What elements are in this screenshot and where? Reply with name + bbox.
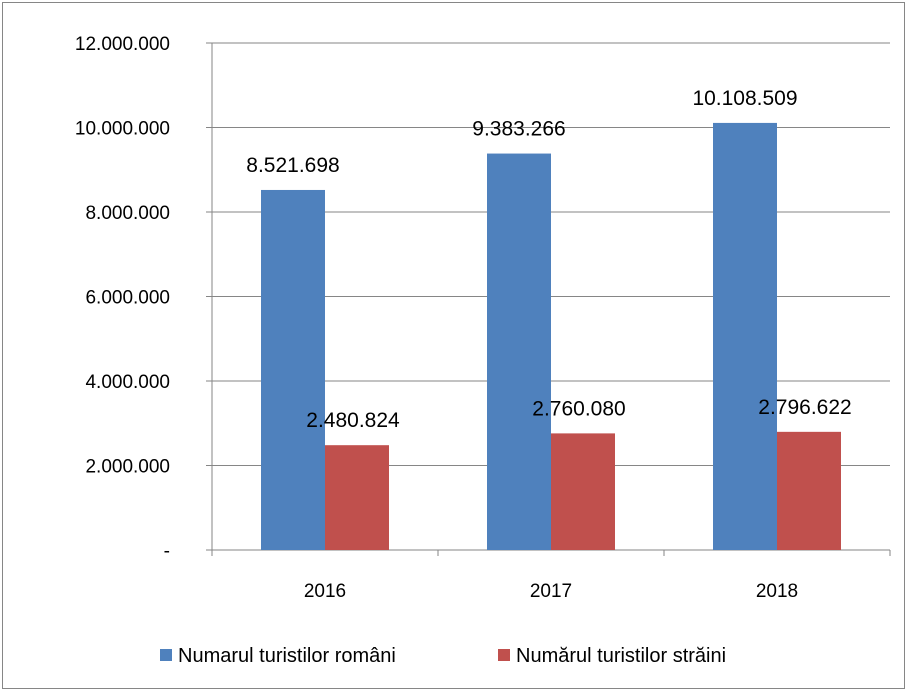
bar-romani-2018	[713, 122, 777, 550]
data-label: 2.480.824	[306, 409, 400, 432]
bar-straini-2017	[551, 433, 615, 550]
bars	[261, 122, 841, 550]
y-tick-label: 10.000.000	[75, 119, 170, 140]
x-tick-label: 2018	[756, 581, 798, 602]
x-tick-label: 2016	[304, 581, 346, 602]
data-label: 8.521.698	[246, 154, 339, 177]
bar-romani-2016	[261, 189, 325, 550]
legend: Numarul turistilor români Numărul turisti…	[160, 645, 726, 667]
data-label: 2.796.622	[758, 396, 851, 419]
bar-straini-2016	[325, 445, 389, 550]
legend-swatch	[498, 649, 510, 661]
y-axis-ticks: - 2.000.000 4.000.000 6.000.000 8.000.000 10.…	[75, 34, 212, 562]
data-label: 2.760.080	[532, 397, 625, 420]
legend-label: Numărul turistilor străini	[516, 645, 726, 667]
y-tick-label: -	[164, 541, 170, 562]
legend-label: Numarul turistilor români	[178, 645, 396, 667]
y-tick-label: 2.000.000	[85, 457, 170, 478]
bar-romani-2017	[487, 153, 551, 550]
data-labels: 8.521.698 2.480.824 9.383.266 2.760.080 10.1…	[246, 87, 851, 432]
x-tick-label: 2017	[530, 581, 572, 602]
y-tick-label: 12.000.000	[75, 34, 170, 55]
legend-swatch	[160, 649, 172, 661]
y-tick-label: 8.000.000	[85, 203, 170, 224]
data-label: 10.108.509	[692, 87, 797, 110]
bar-straini-2018	[777, 431, 841, 550]
y-tick-label: 4.000.000	[85, 372, 170, 393]
data-label: 9.383.266	[472, 118, 565, 141]
x-axis-ticks: 2016 2017 2018	[211, 550, 891, 602]
y-tick-label: 6.000.000	[85, 288, 170, 309]
